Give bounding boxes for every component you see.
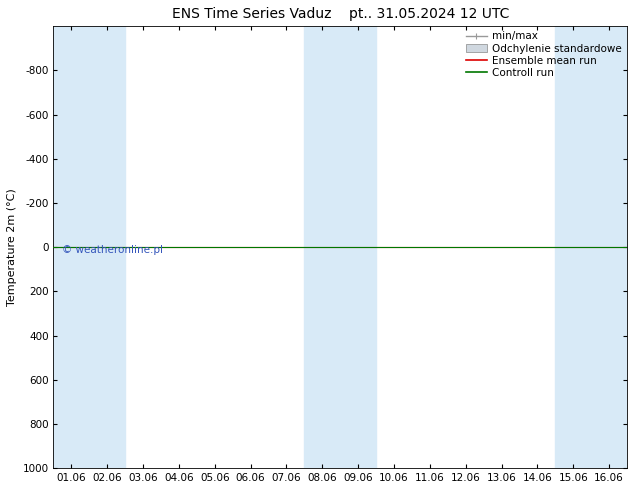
Y-axis label: Temperature 2m (°C): Temperature 2m (°C)	[7, 188, 17, 306]
Bar	[304, 26, 376, 468]
Bar	[53, 26, 125, 468]
Text: © weatheronline.pl: © weatheronline.pl	[62, 245, 163, 255]
Legend: min/max, Odchylenie standardowe, Ensemble mean run, Controll run: min/max, Odchylenie standardowe, Ensembl…	[463, 28, 625, 81]
Title: ENS Time Series Vaduz    pt.. 31.05.2024 12 UTC: ENS Time Series Vaduz pt.. 31.05.2024 12…	[172, 7, 509, 21]
Bar	[555, 26, 627, 468]
